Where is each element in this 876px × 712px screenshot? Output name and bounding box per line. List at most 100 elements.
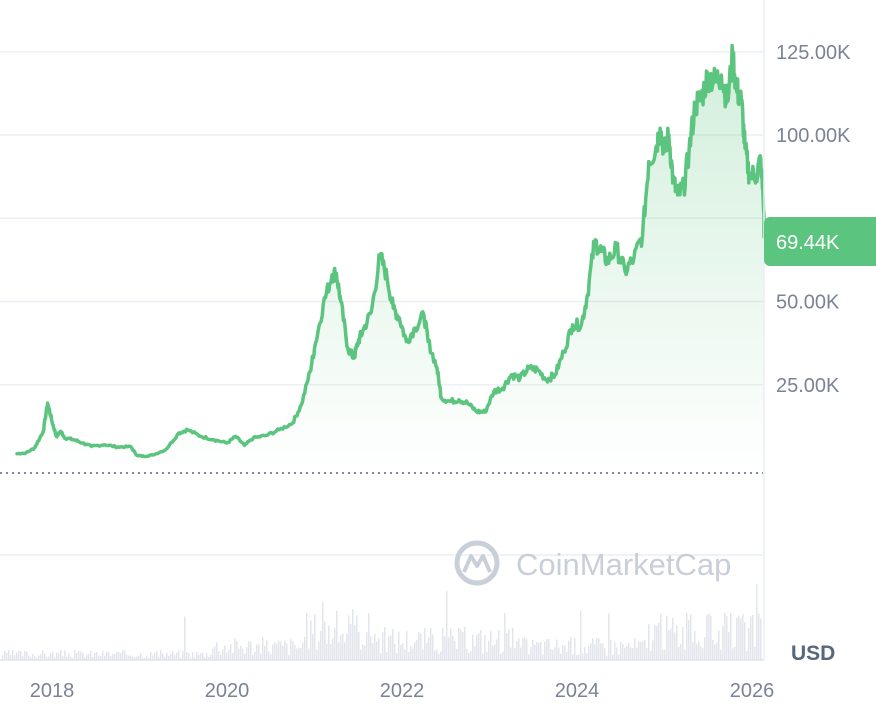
volume-bar (184, 616, 186, 660)
volume-bar (294, 644, 296, 660)
volume-bar (206, 653, 208, 660)
volume-bar (60, 650, 62, 660)
volume-bar (72, 657, 74, 660)
volume-bar (598, 638, 600, 660)
volume-bar (720, 649, 722, 660)
volume-bar (8, 650, 10, 660)
volume-bar (22, 656, 24, 660)
volume-bar (400, 645, 402, 660)
volume-bar (188, 653, 190, 660)
volume-bar (462, 632, 464, 660)
volume-bar (460, 629, 462, 660)
volume-bar (732, 648, 734, 660)
volume-bar (122, 649, 124, 660)
volume-bar (722, 626, 724, 660)
volume-bar (358, 631, 360, 660)
volume-bar (346, 633, 348, 660)
volume-bar (272, 644, 274, 660)
volume-bar (608, 613, 610, 660)
volume-bar (700, 646, 702, 660)
volume-bar (240, 645, 242, 660)
volume-bar (20, 650, 22, 660)
volume-bar (740, 618, 742, 660)
volume-bar (212, 648, 214, 660)
volume-bars (2, 583, 762, 660)
volume-bar (350, 623, 352, 660)
volume-bar (482, 653, 484, 660)
volume-bar (228, 650, 230, 660)
volume-bar (210, 654, 212, 660)
volume-bar (388, 636, 390, 660)
volume-bar (644, 639, 646, 660)
volume-bar (246, 647, 248, 660)
volume-bar (464, 627, 466, 660)
volume-bar (498, 630, 500, 660)
volume-bar (664, 649, 666, 660)
volume-bar (596, 637, 598, 660)
volume-bar (34, 655, 36, 660)
volume-bar (10, 655, 12, 660)
volume-bar (326, 643, 328, 660)
volume-bar (362, 644, 364, 660)
volume-bar (706, 614, 708, 660)
volume-bar (566, 651, 568, 660)
volume-bar (510, 647, 512, 660)
volume-bar (234, 638, 236, 660)
volume-bar (98, 655, 100, 660)
volume-bar (616, 647, 618, 660)
volume-bar (576, 654, 578, 660)
volume-bar (538, 642, 540, 660)
x-tick-label: 2026 (730, 680, 775, 702)
volume-bar (144, 657, 146, 660)
volume-bar (438, 653, 440, 660)
volume-bar (30, 657, 32, 660)
volume-bar (532, 639, 534, 660)
volume-bar (276, 643, 278, 660)
volume-bar (696, 644, 698, 660)
volume-bar (684, 649, 686, 660)
volume-bar (288, 655, 290, 660)
volume-bar (250, 641, 252, 660)
volume-bar (750, 616, 752, 660)
volume-bar (656, 626, 658, 660)
volume-bar (338, 642, 340, 660)
volume-bar (402, 643, 404, 660)
volume-bar (336, 610, 338, 660)
volume-bar (176, 652, 178, 660)
volume-bar (140, 652, 142, 660)
volume-bar (182, 650, 184, 660)
volume-bar (66, 656, 68, 660)
volume-bar (278, 640, 280, 660)
volume-bar (556, 639, 558, 660)
volume-bar (138, 655, 140, 660)
volume-bar (70, 656, 72, 660)
volume-bar (164, 657, 166, 660)
volume-bar (428, 637, 430, 660)
volume-bar (236, 640, 238, 660)
volume-bar (322, 602, 324, 660)
volume-bar (618, 654, 620, 660)
volume-bar (554, 647, 556, 660)
volume-bar (472, 634, 474, 660)
volume-bar (370, 636, 372, 660)
volume-bar (286, 643, 288, 660)
volume-bar (628, 643, 630, 660)
volume-bar (612, 654, 614, 660)
volume-bar (546, 639, 548, 660)
volume-bar (200, 653, 202, 660)
volume-bar (126, 654, 128, 660)
volume-bar (38, 655, 40, 660)
volume-bar (76, 652, 78, 660)
volume-bar (730, 612, 732, 660)
volume-bar (688, 620, 690, 660)
volume-bar (580, 610, 582, 660)
volume-bar (484, 635, 486, 660)
volume-bar (728, 631, 730, 660)
volume-bar (500, 653, 502, 660)
volume-bar (490, 630, 492, 660)
volume-bar (134, 657, 136, 660)
volume-bar (674, 632, 676, 660)
volume-bar (274, 641, 276, 660)
volume-bar (524, 637, 526, 660)
volume-bar (86, 654, 88, 660)
